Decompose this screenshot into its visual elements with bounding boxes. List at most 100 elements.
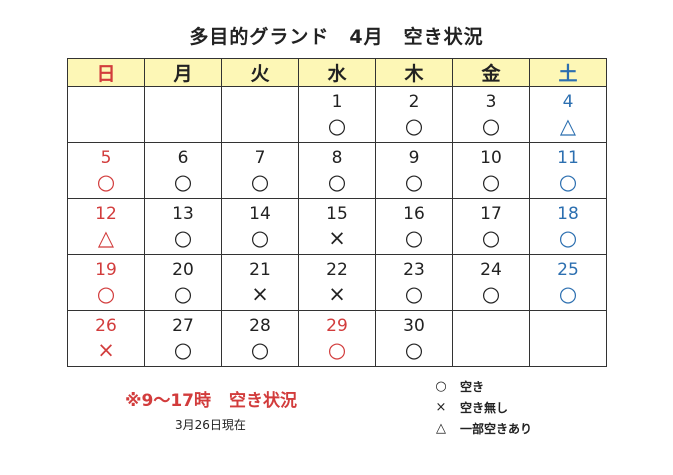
- day-number: 1: [331, 92, 343, 112]
- calendar-day-cell: 2 ○: [375, 86, 453, 143]
- calendar-day-cell: 28 ○: [221, 310, 299, 367]
- calendar-day-cell: 29 ○: [298, 310, 376, 367]
- day-number: 12: [95, 204, 117, 224]
- availability-mark: ○: [173, 226, 193, 250]
- weekday-thursday: 木: [375, 58, 453, 87]
- availability-mark: ○: [558, 226, 578, 250]
- calendar-day-cell: 15 ×: [298, 198, 376, 255]
- weekday-sunday: 日: [67, 58, 145, 87]
- weekday-friday: 金: [452, 58, 530, 87]
- day-number: 5: [100, 148, 112, 168]
- day-number: 28: [249, 316, 271, 336]
- day-number: 15: [326, 204, 348, 224]
- calendar-day-cell: 20 ○: [144, 254, 222, 311]
- legend-item-unavailable: × 空き無し: [422, 397, 532, 418]
- calendar-day-cell: 18 ○: [529, 198, 607, 255]
- calendar-day-cell: 16 ○: [375, 198, 453, 255]
- calendar-day-cell: 23 ○: [375, 254, 453, 311]
- availability-mark: ×: [328, 226, 346, 250]
- availability-mark: ○: [404, 338, 424, 362]
- availability-mark: ○: [173, 338, 193, 362]
- hours-note-label: 空き状況: [229, 391, 298, 411]
- calendar-day-cell: 7 ○: [221, 142, 299, 199]
- calendar-empty-cell: [529, 310, 607, 367]
- availability-mark: ○: [558, 170, 578, 194]
- availability-mark: ○: [250, 170, 270, 194]
- calendar-empty-cell: [452, 310, 530, 367]
- calendar-day-cell: 27 ○: [144, 310, 222, 367]
- calendar-day-cell: 26 ×: [67, 310, 145, 367]
- calendar-week-row: 19 ○ 20 ○ 21 × 22 × 23 ○ 24 ○ 25 ○: [67, 254, 607, 311]
- availability-mark: ○: [96, 282, 116, 306]
- weekday-saturday: 土: [529, 58, 607, 87]
- day-number: 6: [177, 148, 189, 168]
- availability-mark: △: [97, 226, 115, 250]
- calendar-day-cell: 5 ○: [67, 142, 145, 199]
- availability-mark: ○: [481, 170, 501, 194]
- availability-mark: ○: [173, 170, 193, 194]
- day-number: 30: [403, 316, 425, 336]
- day-number: 20: [172, 260, 194, 280]
- day-number: 17: [480, 204, 502, 224]
- calendar-day-cell: 10 ○: [452, 142, 530, 199]
- day-number: 10: [480, 148, 502, 168]
- calendar-day-cell: 21 ×: [221, 254, 299, 311]
- availability-mark: ○: [327, 114, 347, 138]
- calendar-day-cell: 1 ○: [298, 86, 376, 143]
- availability-mark: ○: [250, 338, 270, 362]
- page-title: 多目的グランド 4月 空き状況: [189, 26, 484, 48]
- calendar-week-row: 26 × 27 ○ 28 ○ 29 ○ 30 ○: [67, 310, 607, 367]
- hours-range: ※9～17時: [125, 391, 212, 411]
- calendar-day-cell: 25 ○: [529, 254, 607, 311]
- availability-mark: ○: [481, 226, 501, 250]
- weekday-header-row: 日 月 火 水 木 金 土: [67, 58, 607, 87]
- calendar-day-cell: 8 ○: [298, 142, 376, 199]
- day-number: 23: [403, 260, 425, 280]
- availability-mark: ×: [97, 338, 115, 362]
- weekday-monday: 月: [144, 58, 222, 87]
- calendar-week-row: 12 △ 13 ○ 14 ○ 15 × 16 ○ 17 ○ 18 ○: [67, 198, 607, 255]
- calendar-empty-cell: [144, 86, 222, 143]
- as-of-date: 3月26日現在: [175, 418, 246, 432]
- availability-mark: ○: [173, 282, 193, 306]
- calendar-day-cell: 19 ○: [67, 254, 145, 311]
- day-number: 27: [172, 316, 194, 336]
- availability-mark: △: [559, 114, 577, 138]
- calendar-week-row: 1 ○ 2 ○ 3 ○ 4 △: [67, 86, 607, 143]
- calendar-day-cell: 17 ○: [452, 198, 530, 255]
- day-number: 16: [403, 204, 425, 224]
- day-number: 4: [562, 92, 574, 112]
- day-number: 2: [408, 92, 420, 112]
- calendar-day-cell: 13 ○: [144, 198, 222, 255]
- day-number: 3: [485, 92, 497, 112]
- day-number: 22: [326, 260, 348, 280]
- day-number: 8: [331, 148, 343, 168]
- legend-item-partial: △ 一部空きあり: [422, 418, 532, 439]
- availability-mark: ○: [404, 114, 424, 138]
- availability-mark: ○: [327, 170, 347, 194]
- day-number: 18: [557, 204, 579, 224]
- availability-mark: ○: [96, 170, 116, 194]
- availability-mark: ○: [481, 282, 501, 306]
- weekday-tuesday: 火: [221, 58, 299, 87]
- calendar-day-cell: 30 ○: [375, 310, 453, 367]
- availability-mark: ○: [404, 226, 424, 250]
- day-number: 21: [249, 260, 271, 280]
- day-number: 19: [95, 260, 117, 280]
- availability-mark: ×: [328, 282, 346, 306]
- day-number: 7: [254, 148, 266, 168]
- calendar-day-cell: 6 ○: [144, 142, 222, 199]
- calendar-day-cell: 11 ○: [529, 142, 607, 199]
- calendar-day-cell: 12 △: [67, 198, 145, 255]
- availability-mark: ○: [327, 338, 347, 362]
- cross-symbol: ×: [435, 400, 447, 415]
- calendar-day-cell: 4 △: [529, 86, 607, 143]
- legend: ○ 空き × 空き無し △ 一部空きあり: [422, 376, 532, 439]
- circle-symbol: ○: [435, 379, 447, 394]
- legend-label: 一部空きあり: [460, 422, 533, 436]
- day-number: 29: [326, 316, 348, 336]
- availability-mark: ○: [404, 282, 424, 306]
- day-number: 14: [249, 204, 271, 224]
- availability-mark: ○: [558, 282, 578, 306]
- hours-note: ※9～17時 空き状況: [125, 386, 297, 411]
